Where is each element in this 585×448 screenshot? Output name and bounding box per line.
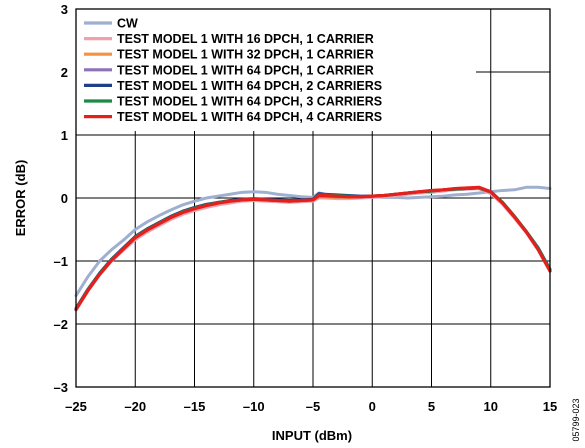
x-tick-label: –10 — [243, 399, 265, 414]
x-tick-label: 15 — [543, 399, 557, 414]
y-tick-label: 1 — [61, 128, 68, 143]
y-tick-label: –1 — [54, 254, 68, 269]
plot-frame — [75, 8, 551, 388]
x-axis-title: INPUT (dBm) — [272, 428, 352, 443]
y-tick-label: 3 — [61, 2, 68, 17]
y-tick-labels: –3 –2 –1 0 1 2 3 — [54, 2, 68, 395]
x-tick-label: –5 — [306, 399, 320, 414]
legend-label: CW — [117, 17, 138, 31]
x-tick-label: –20 — [124, 399, 146, 414]
legend-label: TEST MODEL 1 WITH 64 DPCH, 3 CARRIERS — [117, 95, 382, 109]
y-tick-label: –3 — [54, 380, 68, 395]
legend-background — [77, 10, 475, 126]
legend-label: TEST MODEL 1 WITH 64 DPCH, 2 CARRIERS — [117, 79, 382, 93]
legend-label: TEST MODEL 1 WITH 32 DPCH, 1 CARRIER — [117, 48, 374, 62]
grid — [76, 9, 550, 387]
x-tick-label: –25 — [65, 399, 87, 414]
legend-label: TEST MODEL 1 WITH 16 DPCH, 1 CARRIER — [117, 32, 374, 46]
legend-label: TEST MODEL 1 WITH 64 DPCH, 4 CARRIERS — [117, 110, 382, 124]
x-tick-labels: –25 –20 –15 –10 –5 0 5 10 15 — [65, 399, 557, 414]
series-line-7 — [74, 185, 552, 312]
y-tick-label: 2 — [61, 65, 68, 80]
x-tick-label: –15 — [184, 399, 206, 414]
legend-label: TEST MODEL 1 WITH 64 DPCH, 1 CARRIER — [117, 63, 374, 77]
y-axis-title: ERROR (dB) — [13, 160, 28, 237]
y-tick-label: 0 — [61, 191, 68, 206]
x-tick-label: 0 — [369, 399, 376, 414]
x-tick-label: 10 — [484, 399, 498, 414]
series-lines — [74, 185, 552, 312]
y-tick-label: –2 — [54, 317, 68, 332]
x-tick-label: 5 — [428, 399, 435, 414]
figure-id: 05799-023 — [571, 398, 581, 441]
